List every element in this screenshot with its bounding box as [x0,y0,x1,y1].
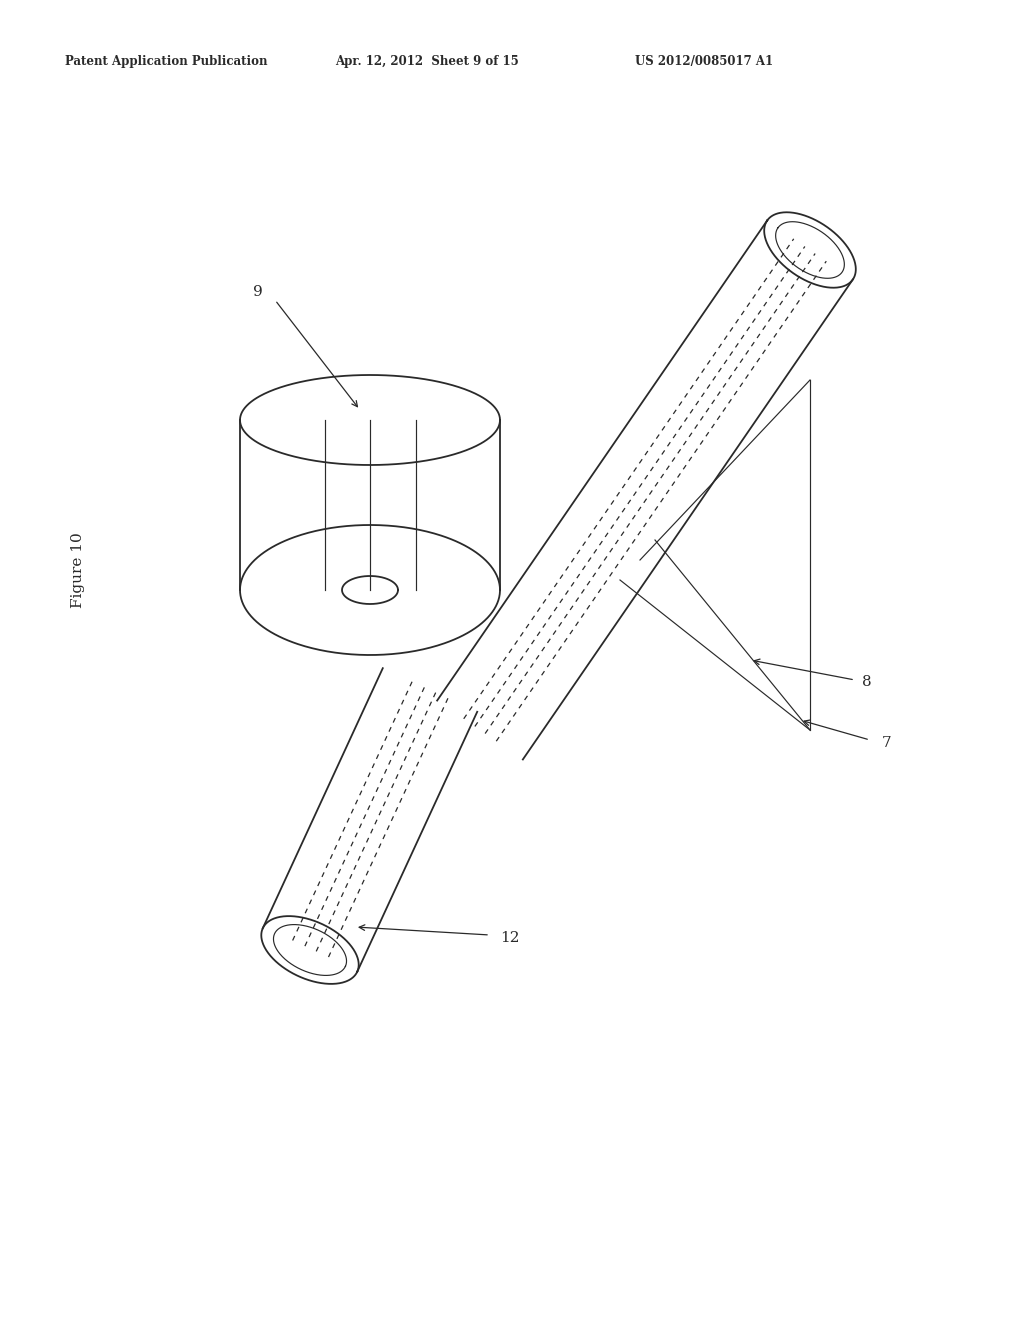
Text: 12: 12 [500,931,519,945]
Text: 7: 7 [882,737,892,750]
Text: 8: 8 [862,675,871,689]
Text: Patent Application Publication: Patent Application Publication [65,55,267,69]
Text: 9: 9 [253,285,263,300]
Text: US 2012/0085017 A1: US 2012/0085017 A1 [635,55,773,69]
Text: Figure 10: Figure 10 [71,532,85,609]
Text: Apr. 12, 2012  Sheet 9 of 15: Apr. 12, 2012 Sheet 9 of 15 [335,55,519,69]
